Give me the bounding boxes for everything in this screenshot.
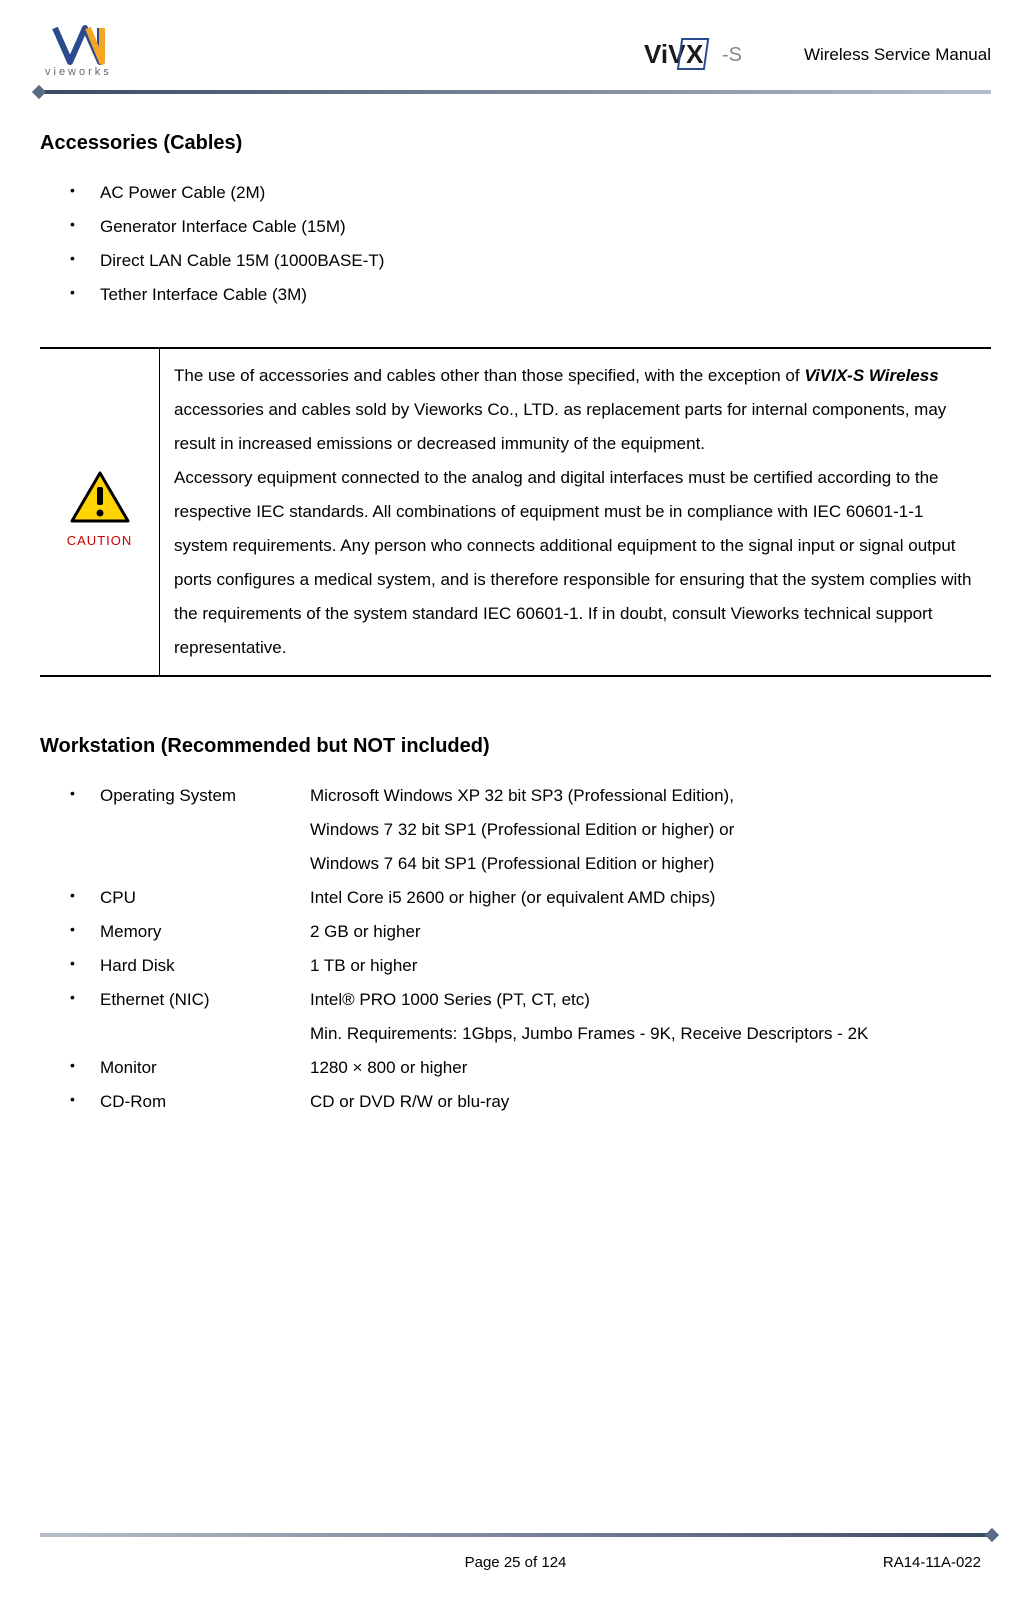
footer-divider (40, 1533, 991, 1537)
document-title: Wireless Service Manual (804, 39, 991, 71)
workstation-specs: Operating SystemMicrosoft Windows XP 32 … (40, 779, 991, 1119)
header-right: ViV X -S Wireless Service Manual (644, 33, 991, 78)
list-item: Direct LAN Cable 15M (1000BASE-T) (70, 244, 991, 278)
svg-text:X: X (686, 39, 704, 69)
spec-item: Monitor1280 × 800 or higher (70, 1051, 991, 1085)
caution-para1-pre: The use of accessories and cables other … (174, 366, 804, 385)
vieworks-text: vieworks (45, 66, 112, 78)
spec-label: CPU (100, 881, 310, 915)
document-code: RA14-11A-022 (883, 1549, 981, 1578)
spec-value: 1280 × 800 or higher (310, 1051, 991, 1085)
spec-value: Microsoft Windows XP 32 bit SP3 (Profess… (310, 779, 991, 813)
spec-item-continuation: Windows 7 32 bit SP1 (Professional Editi… (70, 813, 991, 847)
spec-label: Monitor (100, 1051, 310, 1085)
caution-para1-post: accessories and cables sold by Vieworks … (174, 400, 946, 453)
caution-para2: Accessory equipment connected to the ana… (174, 461, 977, 665)
spec-value: 2 GB or higher (310, 915, 991, 949)
list-item: Generator Interface Cable (15M) (70, 210, 991, 244)
page-content: Accessories (Cables) AC Power Cable (2M)… (40, 94, 991, 1119)
accessories-list: AC Power Cable (2M) Generator Interface … (40, 176, 991, 312)
spec-item: CPUIntel Core i5 2600 or higher (or equi… (70, 881, 991, 915)
spec-label: Hard Disk (100, 949, 310, 983)
vivix-s-logo: ViV X -S (644, 33, 774, 78)
spec-item: Operating SystemMicrosoft Windows XP 32 … (70, 779, 991, 813)
spec-value: Windows 7 32 bit SP1 (Professional Editi… (310, 813, 991, 847)
spec-item-continuation: Windows 7 64 bit SP1 (Professional Editi… (70, 847, 991, 881)
spec-item-continuation: Min. Requirements: 1Gbps, Jumbo Frames -… (70, 1017, 991, 1051)
page-number: Page 25 of 124 (465, 1549, 567, 1578)
footer-text-row: Page 25 of 124 RA14-11A-022 (40, 1549, 991, 1578)
spec-label: Operating System (100, 779, 310, 813)
spec-value: 1 TB or higher (310, 949, 991, 983)
document-page: vieworks ViV X -S Wireless Service Manua… (0, 0, 1031, 1607)
spec-value: Min. Requirements: 1Gbps, Jumbo Frames -… (310, 1017, 991, 1051)
spec-label: Ethernet (NIC) (100, 983, 310, 1017)
header-divider (40, 90, 991, 94)
svg-text:-S: -S (722, 44, 742, 66)
caution-box: CAUTION The use of accessories and cable… (40, 347, 991, 677)
spec-label: CD-Rom (100, 1085, 310, 1119)
list-item: Tether Interface Cable (3M) (70, 278, 991, 312)
spec-label: Memory (100, 915, 310, 949)
caution-text: The use of accessories and cables other … (160, 349, 991, 675)
caution-label: CAUTION (67, 529, 133, 554)
spec-value: CD or DVD R/W or blu-ray (310, 1085, 991, 1119)
spec-value: Windows 7 64 bit SP1 (Professional Editi… (310, 847, 991, 881)
spec-item: Ethernet (NIC)Intel® PRO 1000 Series (PT… (70, 983, 991, 1017)
spec-value: Intel Core i5 2600 or higher (or equival… (310, 881, 991, 915)
workstation-heading: Workstation (Recommended but NOT include… (40, 727, 991, 765)
page-footer: Page 25 of 124 RA14-11A-022 (40, 1533, 991, 1578)
vieworks-logo: vieworks (40, 20, 150, 78)
spec-item: Hard Disk1 TB or higher (70, 949, 991, 983)
caution-icon-cell: CAUTION (40, 349, 160, 675)
caution-icon (70, 471, 130, 525)
spec-item: CD-RomCD or DVD R/W or blu-ray (70, 1085, 991, 1119)
spec-value: Intel® PRO 1000 Series (PT, CT, etc) (310, 983, 991, 1017)
spec-item: Memory2 GB or higher (70, 915, 991, 949)
caution-para1-bold: ViVIX-S Wireless (804, 366, 938, 385)
list-item: AC Power Cable (2M) (70, 176, 991, 210)
page-header: vieworks ViV X -S Wireless Service Manua… (40, 20, 991, 86)
accessories-heading: Accessories (Cables) (40, 124, 991, 162)
